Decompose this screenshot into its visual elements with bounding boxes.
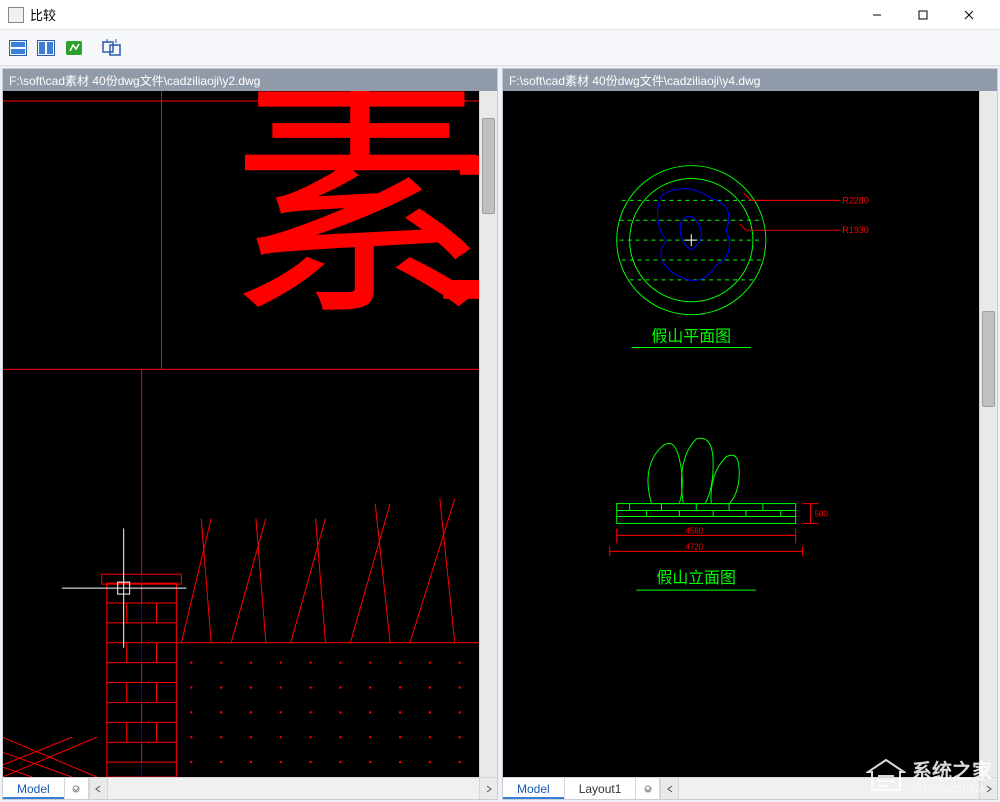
r-outer: R2280 (842, 195, 868, 205)
big-text-2: 土 (430, 91, 479, 346)
tab-label: Model (517, 782, 550, 796)
tab-list-icon[interactable] (636, 778, 660, 799)
app-icon (8, 7, 24, 23)
content-row: F:\soft\cad素材 40份dwg文件\cadziliaoji\y2.dw… (0, 66, 1000, 802)
right-canvas-wrap: R2280 R1930 假山平面图 (503, 91, 997, 777)
left-pane-path: F:\soft\cad素材 40份dwg文件\cadziliaoji\y2.dw… (3, 69, 497, 91)
right-pane-path: F:\soft\cad素材 40份dwg文件\cadziliaoji\y4.dw… (503, 69, 997, 91)
right-horizontal-scrollbar[interactable] (660, 778, 997, 799)
titlebar: 比较 (0, 0, 1000, 30)
right-pane: F:\soft\cad素材 40份dwg文件\cadziliaoji\y4.dw… (502, 68, 998, 800)
sync-icon[interactable] (64, 38, 84, 58)
dim-height: 500 (815, 510, 829, 519)
right-canvas[interactable]: R2280 R1930 假山平面图 (503, 91, 979, 777)
tab-label: Layout1 (579, 782, 622, 796)
tab-model[interactable]: Model (503, 778, 565, 799)
scroll-right-icon[interactable] (479, 778, 497, 799)
scrollbar-thumb[interactable] (982, 311, 995, 407)
vertical-split-icon[interactable] (36, 38, 56, 58)
scroll-left-icon[interactable] (90, 778, 108, 799)
tab-layout1[interactable]: Layout1 (565, 778, 637, 799)
tab-label: Model (17, 782, 50, 796)
scroll-left-icon[interactable] (661, 778, 679, 799)
r-inner: R1930 (842, 225, 868, 235)
left-footer: Model (3, 777, 497, 799)
left-horizontal-scrollbar[interactable] (89, 778, 497, 799)
left-canvas-wrap: 素 土 (3, 91, 497, 777)
tab-model[interactable]: Model (3, 778, 65, 799)
dim-w2: 4720 (685, 542, 703, 551)
tab-list-icon[interactable] (65, 778, 89, 799)
toolbar (0, 30, 1000, 66)
right-vertical-scrollbar[interactable] (979, 91, 997, 777)
plan-label: 假山平面图 (652, 328, 731, 346)
window-title: 比较 (30, 5, 854, 24)
dim-w1: 4560 (685, 526, 703, 535)
maximize-button[interactable] (900, 0, 946, 30)
left-canvas[interactable]: 素 土 (3, 91, 479, 777)
elevation-label: 假山立面图 (656, 569, 735, 587)
left-pane: F:\soft\cad素材 40份dwg文件\cadziliaoji\y2.dw… (2, 68, 498, 800)
horizontal-split-icon[interactable] (8, 38, 28, 58)
minimize-button[interactable] (854, 0, 900, 30)
left-vertical-scrollbar[interactable] (479, 91, 497, 777)
window-buttons (854, 0, 992, 30)
close-button[interactable] (946, 0, 992, 30)
right-footer: Model Layout1 (503, 777, 997, 799)
overlay-icon[interactable] (102, 38, 122, 58)
scrollbar-thumb[interactable] (482, 118, 495, 214)
scroll-right-icon[interactable] (979, 778, 997, 799)
